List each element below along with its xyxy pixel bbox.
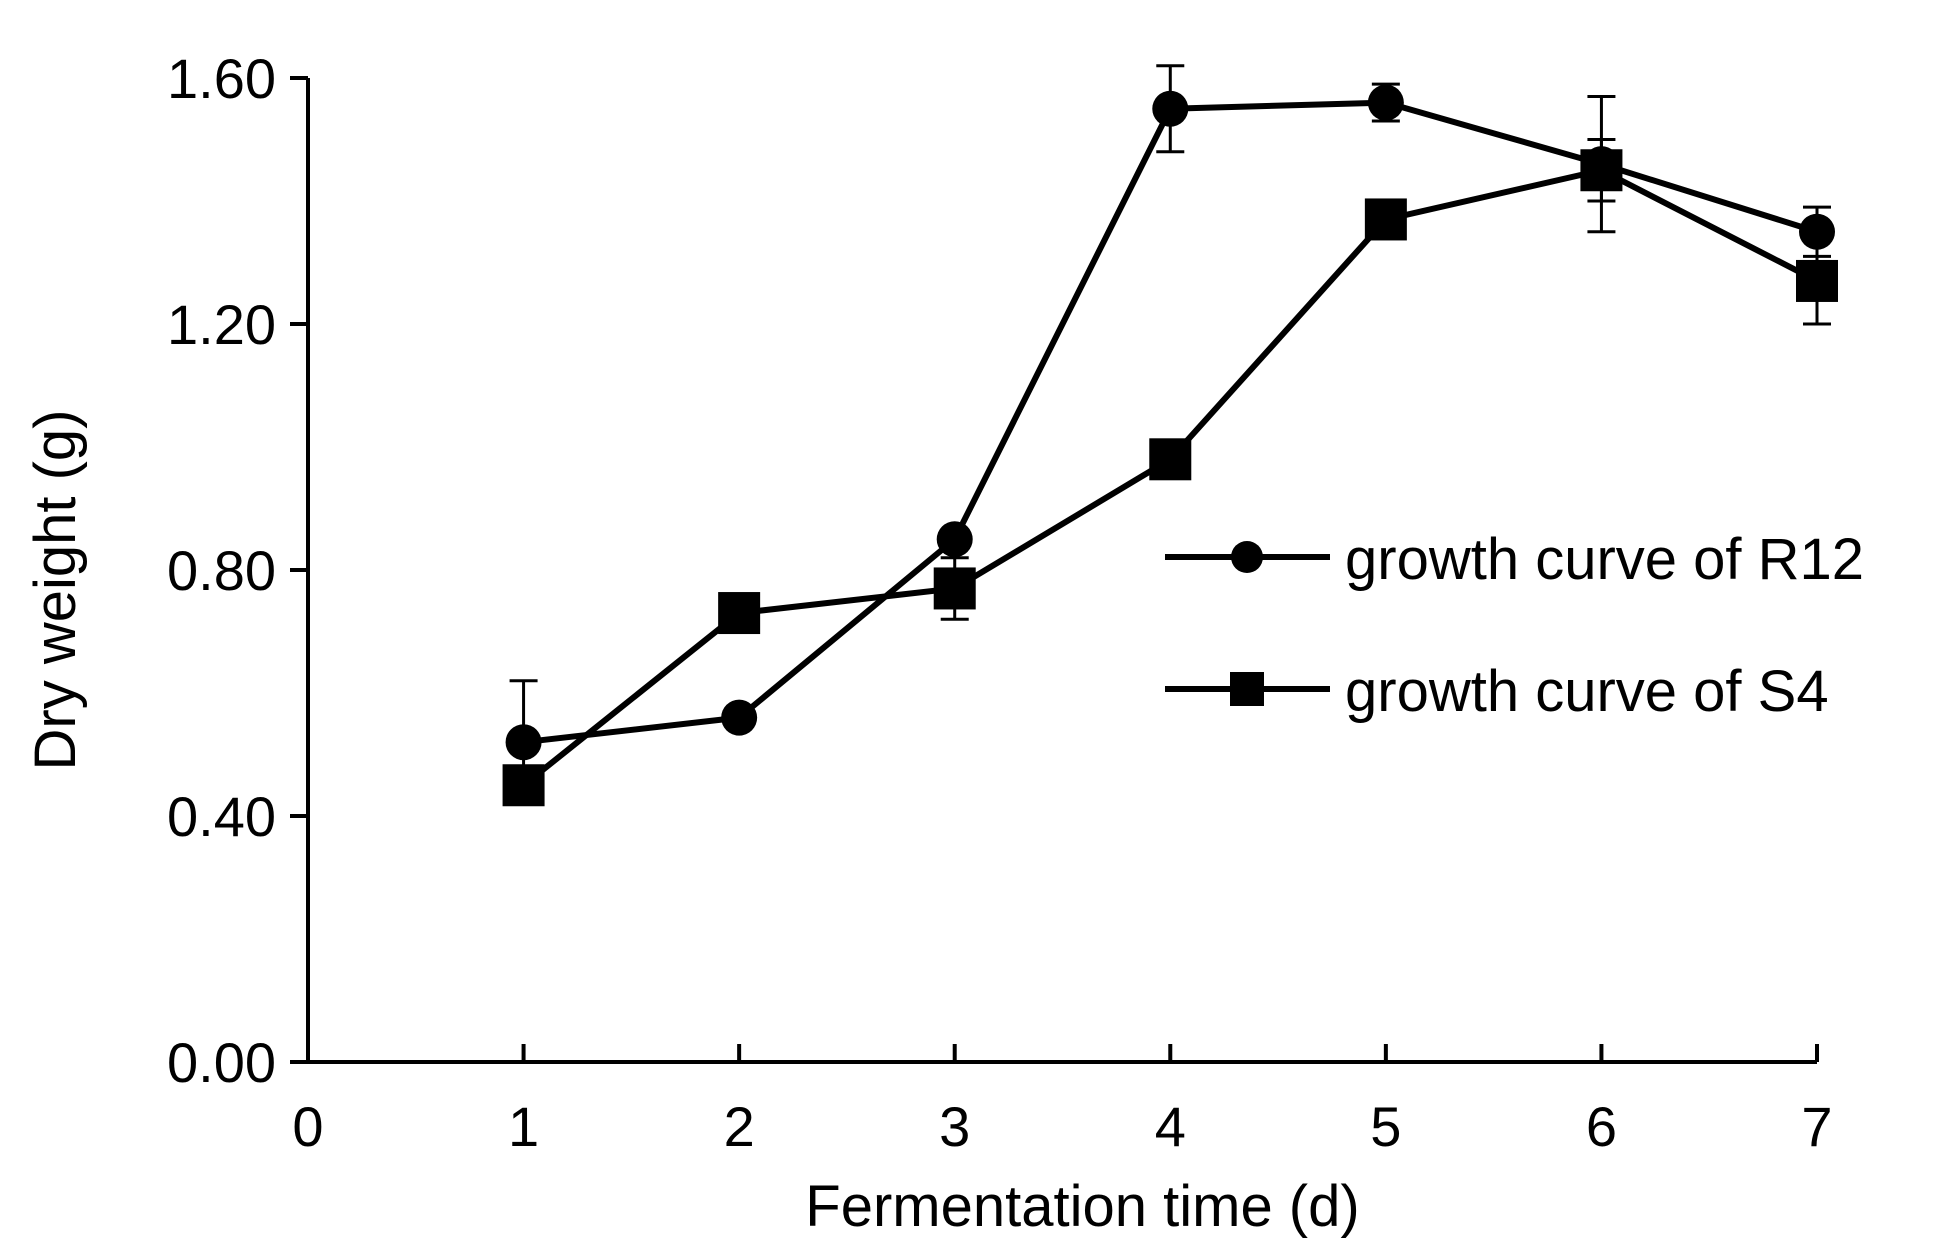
data-point <box>1799 213 1835 250</box>
y-tick-label: 0.80 <box>167 539 276 602</box>
data-point <box>1149 438 1192 481</box>
x-tick-label: 7 <box>1801 1095 1832 1158</box>
legend-marker <box>1231 541 1263 573</box>
y-tick-label: 1.20 <box>167 293 276 356</box>
x-tick-label: 4 <box>1155 1095 1186 1158</box>
data-point <box>718 592 761 635</box>
axes: 0.00 0.40 0.80 1.20 1.60 0 1 2 3 4 5 6 7 <box>167 47 1833 1158</box>
series-s4 <box>502 138 1838 807</box>
x-tick-label: 1 <box>508 1095 539 1158</box>
data-point <box>721 699 758 736</box>
legend-marker <box>1230 672 1264 706</box>
legend-label: growth curve of S4 <box>1345 659 1829 724</box>
legend-label: growth curve of R12 <box>1345 527 1864 592</box>
data-point <box>1364 198 1407 241</box>
data-point <box>936 521 973 558</box>
x-tick-label: 0 <box>292 1095 323 1158</box>
data-point <box>1367 84 1404 121</box>
x-tick-label: 5 <box>1370 1095 1401 1158</box>
y-tick-label: 0.40 <box>167 785 276 848</box>
y-tick-label: 0.00 <box>167 1031 276 1094</box>
x-tick-label: 2 <box>724 1095 755 1158</box>
legend: growth curve of R12 growth curve of S4 <box>1165 527 1864 724</box>
data-point <box>933 567 976 610</box>
x-tick-label: 6 <box>1586 1095 1617 1158</box>
y-tick-label: 1.60 <box>167 47 276 110</box>
y-axis-title: Dry weight (g) <box>23 410 88 771</box>
x-tick-label: 3 <box>939 1095 970 1158</box>
legend-item: growth curve of S4 <box>1165 659 1829 724</box>
data-point <box>505 724 542 761</box>
data-point <box>1796 259 1838 302</box>
data-point <box>502 764 545 807</box>
data-point <box>1580 149 1623 192</box>
x-axis-title: Fermentation time (d) <box>805 1174 1359 1239</box>
legend-item: growth curve of R12 <box>1165 527 1864 592</box>
data-point <box>1152 90 1189 127</box>
series-layer <box>502 64 1838 807</box>
